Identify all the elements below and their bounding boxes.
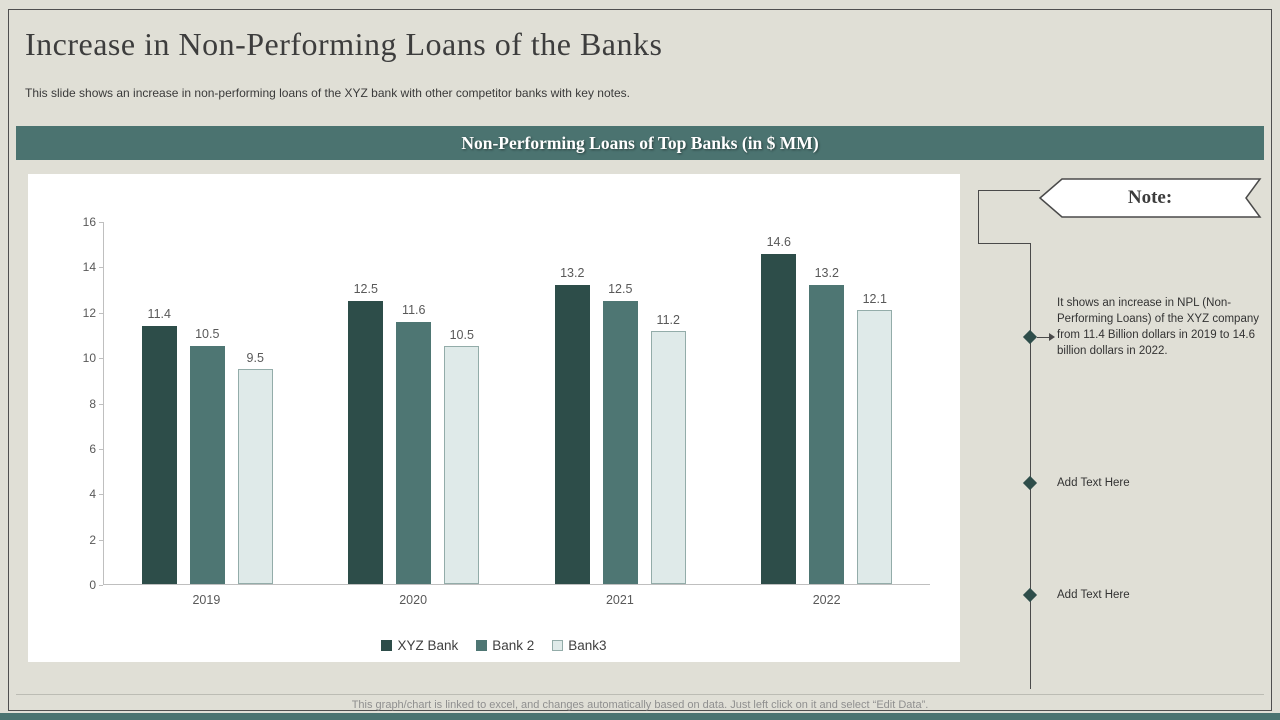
add-text-placeholder-1[interactable]: Add Text Here: [1057, 477, 1130, 489]
note-title: Note:: [1036, 176, 1264, 220]
bar-bank3-2019: 9.5: [237, 351, 273, 584]
x-axis-label: 2022: [812, 593, 841, 607]
bar-value-label: 10.5: [449, 328, 474, 343]
footer-divider: [16, 694, 1264, 695]
bar-group-2022: 14.6 13.2 12.1: [724, 222, 931, 584]
x-axis-label: 2019: [192, 593, 221, 607]
x-axis: 2019 2020 2021 2022: [103, 593, 930, 607]
plot-area: 11.4 10.5 9.5 12.5 11.6 10.5 13.2 12.5 11.2 14.6 1…: [103, 222, 930, 585]
footer-note: This graph/chart is linked to excel, and…: [351, 699, 929, 711]
legend-item-bank3: Bank3: [552, 638, 607, 653]
bar-bank3-2021: 11.2: [650, 313, 686, 584]
bar-bank3-2020: 10.5: [444, 328, 480, 584]
legend-swatch-icon: [476, 640, 488, 651]
legend-item-xyz-bank: XYZ Bank: [381, 638, 458, 653]
y-axis-label: 10: [82, 351, 96, 366]
bar-xyz-bank-2021: 13.2: [554, 266, 590, 584]
bar-value-label: 11.2: [656, 312, 680, 327]
y-axis-label: 0: [89, 578, 96, 592]
bar-value-label: 12.5: [353, 282, 378, 297]
y-axis-tick: [99, 222, 103, 223]
x-axis-label: 2021: [605, 593, 634, 607]
y-axis-label: 12: [82, 305, 96, 320]
bar-value-label: 11.4: [147, 307, 171, 322]
bar-value-label: 14.6: [766, 234, 791, 249]
legend-label: XYZ Bank: [397, 638, 459, 653]
chart-legend: XYZ Bank Bank 2 Bank3: [28, 638, 960, 653]
y-axis-tick: [99, 403, 103, 405]
bar-bank-2-2020: 11.6: [396, 303, 432, 584]
note-title-text: Note:: [1127, 187, 1173, 208]
bar-bank-2-2021: 12.5: [602, 282, 638, 584]
y-axis-tick: [99, 358, 103, 360]
bar-value-label: 11.6: [402, 302, 426, 317]
bar-value-label: 13.2: [560, 266, 585, 281]
connector-spine: [1030, 243, 1031, 689]
slide-border: [8, 9, 1272, 711]
bar-xyz-bank-2019: 11.4: [141, 307, 177, 584]
y-axis-tick: [99, 312, 103, 314]
y-axis-tick: [99, 448, 103, 450]
legend-swatch-icon: [381, 640, 393, 651]
y-axis-label: 6: [89, 441, 96, 456]
bottom-accent-strip: [0, 713, 1280, 720]
bar-value-label: 13.2: [814, 266, 839, 281]
bullet-arrow-line: [1037, 337, 1049, 338]
bar-value-label: 9.5: [246, 351, 264, 366]
bar-bank-2-2019: 10.5: [189, 327, 225, 584]
x-axis-label: 2020: [399, 593, 428, 607]
y-axis-label: 8: [89, 396, 96, 411]
y-axis-label: 2: [89, 532, 96, 547]
bar-bank3-2022: 12.1: [857, 292, 893, 584]
bar-value-label: 12.5: [608, 282, 633, 297]
bar-bank-2-2022: 13.2: [809, 266, 845, 584]
bar-value-label: 12.1: [862, 292, 887, 307]
note-text: It shows an increase in NPL (Non-Perform…: [1057, 297, 1259, 358]
connector-line: [978, 243, 1031, 244]
y-axis-tick: [99, 585, 103, 586]
add-text-placeholder-2[interactable]: Add Text Here: [1057, 589, 1130, 601]
bullet-arrow-icon: [1049, 333, 1055, 341]
bar-group-2020: 12.5 11.6 10.5: [311, 222, 518, 584]
note-ribbon-shape: [1038, 178, 1262, 218]
y-axis-tick: [99, 267, 103, 269]
legend-label: Bank 2: [492, 638, 535, 653]
y-axis-label: 4: [89, 487, 96, 502]
legend-item-bank-2: Bank 2: [476, 638, 534, 653]
section-banner-title: Non-Performing Loans of Top Banks (in $ …: [461, 132, 819, 153]
y-axis-tick: [99, 539, 103, 541]
bar-xyz-bank-2022: 14.6: [761, 235, 797, 584]
y-axis-label: 16: [82, 215, 96, 229]
legend-label: Bank3: [568, 638, 607, 653]
bar-value-label: 10.5: [195, 327, 220, 342]
legend-swatch-icon: [552, 640, 564, 651]
chart-panel[interactable]: 0 2 4 6 8 10 12 14 16 11.4 10.5 9.5 12.5 11.6 10.5 13.…: [28, 174, 960, 662]
connector-line: [978, 190, 979, 244]
bar-group-2021: 13.2 12.5 11.2: [517, 222, 724, 584]
page-subtitle: This slide shows an increase in non-perf…: [25, 86, 630, 100]
section-banner: Non-Performing Loans of Top Banks (in $ …: [16, 126, 1264, 160]
page-title: Increase in Non-Performing Loans of the …: [25, 26, 663, 62]
bar-group-2019: 11.4 10.5 9.5: [104, 222, 311, 584]
y-axis-tick: [99, 494, 103, 496]
bar-xyz-bank-2020: 12.5: [348, 282, 384, 584]
y-axis-label: 14: [82, 260, 96, 275]
connector-line: [978, 190, 1040, 191]
